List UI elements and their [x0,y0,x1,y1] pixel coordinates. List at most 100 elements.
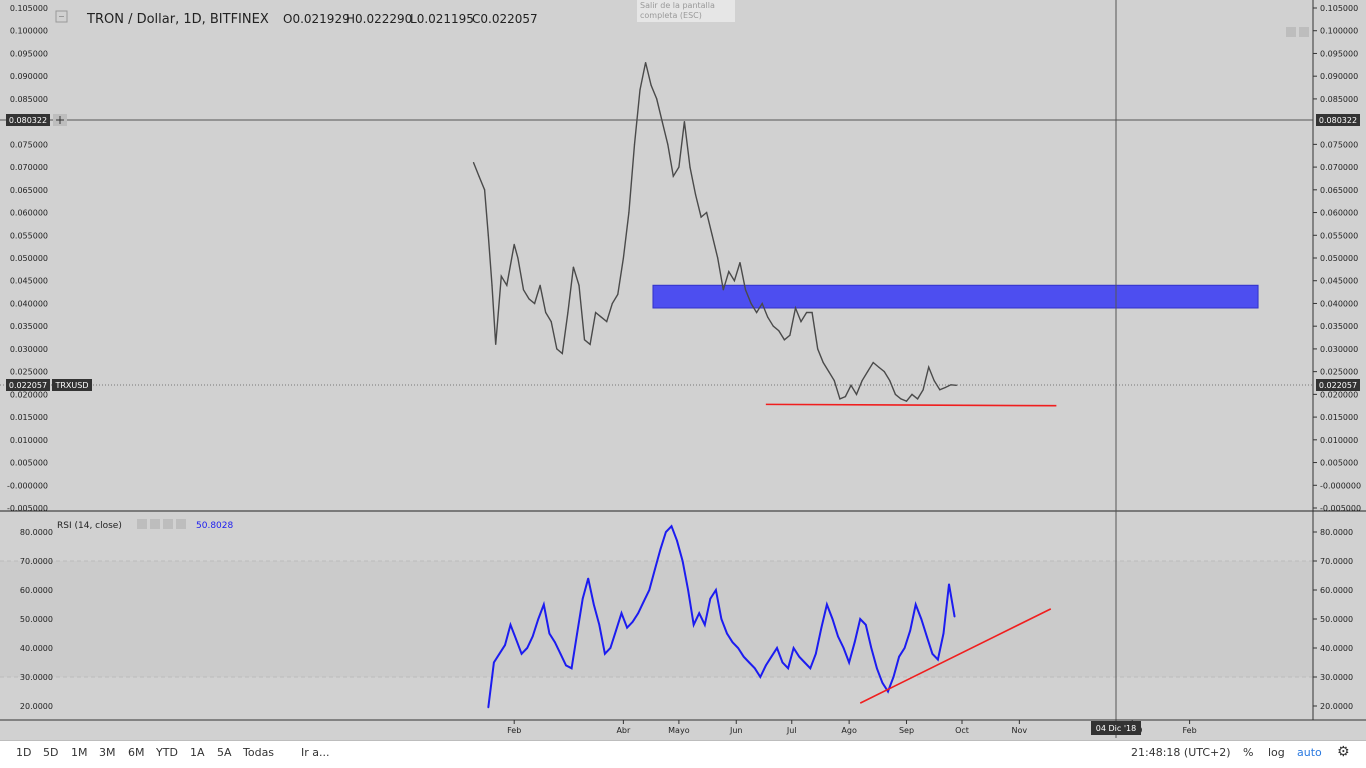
rsi-point [604,653,606,655]
rsi-point [715,589,717,591]
rsi-point [953,615,956,618]
rsi-point [637,612,639,614]
rsi-band [0,561,1313,677]
rsi-point [581,597,584,600]
price-point [617,293,619,295]
price-tick-right: 0.070000 [1320,163,1358,172]
pane-buttons [1286,27,1309,37]
price-tick-left: 0.105000 [10,4,48,13]
interval-1d-button[interactable]: 1D [16,746,32,759]
rsi-point [803,661,806,664]
rsi-point [548,632,551,635]
price-point [739,261,741,264]
price-point [572,266,575,268]
rsi-point [609,647,612,649]
pane-up-button[interactable] [1286,27,1296,37]
price-point [878,366,880,368]
settings-gear-icon[interactable]: ⚙ [1337,744,1350,760]
rsi-point [504,644,506,646]
price-point [491,284,493,286]
rsi-point [698,612,701,614]
rsi-tick-right: 60.0000 [1320,586,1353,595]
price-point [694,193,697,195]
interval-5d-button[interactable]: 5D [43,746,59,759]
chart-area[interactable]: 0.105000 0.100000 0.095000 0.090000 0.085000… [0,0,1366,740]
rsi-hide-icon[interactable] [137,519,147,529]
price-point [722,289,724,291]
price-tick-right: 0.025000 [1320,368,1358,377]
rsi-point [898,655,900,658]
rsi-point [748,661,751,664]
rsi-point [887,690,889,693]
time-tick-label: Nov [1012,726,1028,735]
last-price-left-text: 0.022057 [9,381,47,390]
rsi-point [770,655,773,658]
interval-ytd-button[interactable]: YTD [156,746,178,759]
last-price-right: 0.022057 [1316,379,1360,391]
rsi-close-icon[interactable] [176,519,186,529]
rsi-tick-left: 80.0000 [20,528,53,537]
price-tick-left: 0.090000 [10,72,48,81]
price-point [855,393,858,395]
interval-3m-button[interactable]: 3M [99,746,116,759]
price-point [522,289,525,291]
rsi-point [615,629,617,632]
rsi-add-icon[interactable] [163,519,173,529]
interval-1a-button[interactable]: 1A [190,746,205,759]
rsi-settings-icon[interactable] [150,519,160,529]
price-point [883,371,885,373]
rsi-tick-left: 60.0000 [20,586,53,595]
price-point [783,339,785,341]
time-tick-label: Feb [507,726,521,735]
price-tick-right: -0.005000 [1320,504,1361,513]
rsi-pane[interactable]: 80.0000 70.0000 60.0000 50.0000 40.0000 30.00… [0,524,1353,711]
price-point [672,175,674,177]
price-tick-left: 0.045000 [10,277,48,286]
price-tick-left: 0.075000 [10,140,48,149]
interval-5a-button[interactable]: 5A [217,746,232,759]
rsi-point [914,603,917,606]
rsi-point [520,653,523,655]
price-axis-left: 0.105000 0.100000 0.095000 0.090000 0.085000… [7,4,48,513]
price-tick-right: 0.095000 [1320,49,1358,58]
interval-6m-button[interactable]: 6M [128,746,145,759]
rsi-point [787,667,789,670]
price-point [789,334,791,336]
rsi-point [659,548,662,551]
goto-date-button[interactable]: Ir a... [301,746,330,759]
price-tick-right: 0.035000 [1320,322,1358,331]
resistance-zone[interactable] [652,284,1259,309]
log-toggle[interactable]: log [1268,746,1285,759]
collapse-icon[interactable] [55,10,68,23]
support-trendline[interactable] [765,403,1057,407]
price-tick-right: 0.105000 [1320,4,1358,13]
price-tick-left: 0.060000 [10,209,48,218]
time-axis[interactable]: FebAbrMayoJunJulAgoSepOctNov2019Feb [507,720,1197,735]
price-point [944,386,946,389]
price-tick-left: 0.020000 [10,390,48,399]
price-point [472,161,475,164]
price-tick-right: 0.075000 [1320,140,1358,149]
bottom-toolbar: 1D 5D 1M 3M 6M YTD 1A 5A Todas Ir a... 2… [0,740,1366,768]
interval-all-button[interactable]: Todas [243,746,275,759]
price-tick-left: 0.065000 [10,186,48,195]
rsi-point [842,647,845,649]
rsi-point [937,658,939,661]
rsi-point [826,603,828,606]
price-tick-left: 0.010000 [10,436,48,445]
percent-toggle[interactable]: % [1243,746,1254,759]
rsi-tick-left: 20.0000 [20,702,53,711]
price-point [805,311,808,314]
interval-1m-button[interactable]: 1M [71,746,88,759]
rsi-point [870,647,873,649]
price-pane[interactable]: 0.105000 0.100000 0.095000 0.090000 0.085000… [0,4,1361,513]
last-price-right-text: 0.022057 [1319,381,1357,390]
crosshair-plus-icon[interactable] [53,114,67,126]
price-point [767,316,769,318]
pane-down-button[interactable] [1299,27,1309,37]
price-tick-left: 0.015000 [10,413,48,422]
fullscreen-exit-hint[interactable]: Salir de la pantalla completa (ESC) [637,0,735,22]
auto-toggle[interactable]: auto [1297,746,1322,759]
rsi-trendline[interactable] [859,608,1052,704]
time-tick-label: Abr [616,726,631,735]
